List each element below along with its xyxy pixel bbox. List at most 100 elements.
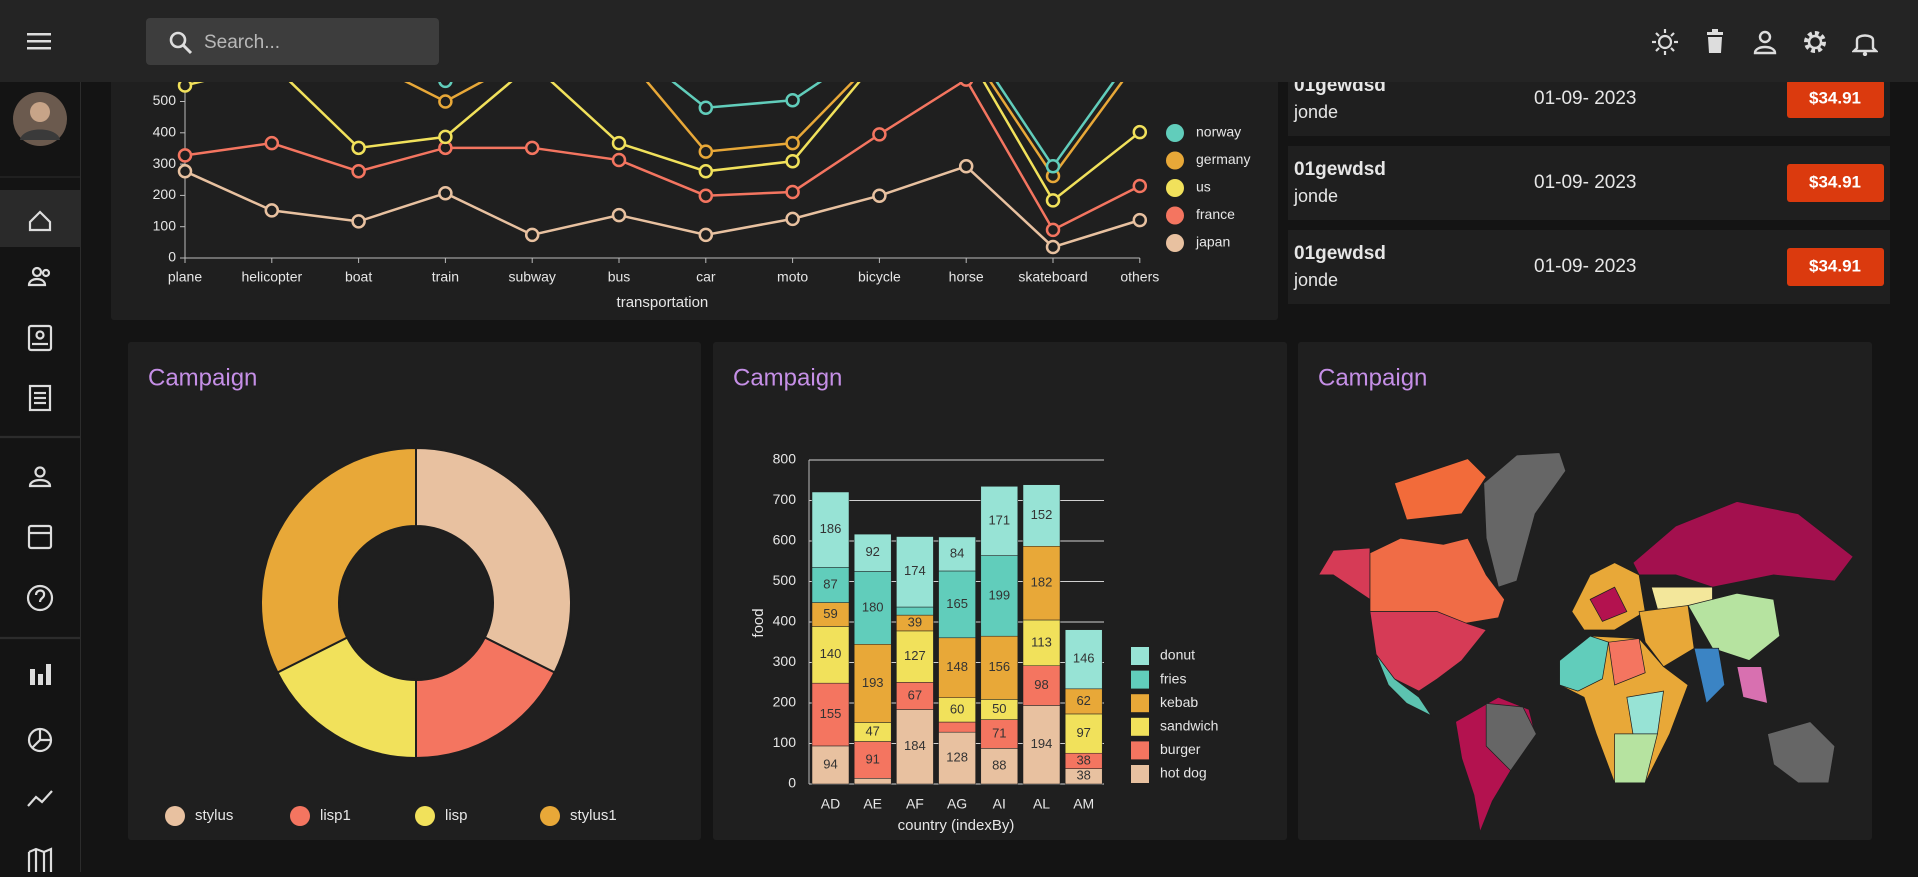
- nav-profile[interactable]: [28, 466, 52, 488]
- bar-segment: [1022, 484, 1061, 547]
- bar-value-label: 59: [823, 606, 837, 621]
- x-tick-label: horse: [949, 269, 984, 285]
- line-point: [1132, 124, 1148, 140]
- bar-value-label: 128: [946, 750, 968, 765]
- x-tick-label: AG: [947, 796, 967, 812]
- search-box[interactable]: Search...: [146, 18, 439, 65]
- panel-title: Campaign: [733, 364, 842, 391]
- legend-swatch: [1131, 647, 1149, 665]
- nav-contacts[interactable]: [27, 324, 53, 352]
- line-point: [698, 100, 714, 116]
- bar-segment: [1022, 619, 1061, 666]
- nav-home[interactable]: [28, 210, 52, 232]
- bar-value-label: 97: [1076, 725, 1090, 740]
- x-tick-label: train: [432, 269, 459, 285]
- line-point: [1045, 239, 1061, 255]
- notifications-button[interactable]: [1852, 28, 1878, 56]
- line-point: [264, 135, 280, 151]
- bar-value-label: 146: [1073, 651, 1095, 666]
- legend-label: lisp1: [320, 807, 351, 824]
- transaction-cost: $34.91: [1809, 88, 1861, 107]
- nav-pie-chart[interactable]: [27, 727, 53, 753]
- nav-invoices[interactable]: [28, 384, 52, 412]
- legend-swatch: [1131, 741, 1149, 760]
- nav-faq[interactable]: [26, 584, 54, 612]
- x-tick-label: bicycle: [858, 269, 901, 285]
- x-tick-label: AI: [993, 796, 1006, 812]
- panel-title: Campaign: [148, 364, 257, 391]
- x-tick-label: boat: [345, 269, 372, 285]
- y-tick-label: 400: [153, 124, 177, 140]
- bar-segment: [938, 536, 976, 572]
- x-tick-label: AM: [1073, 796, 1094, 812]
- line-series: [184, 77, 1141, 232]
- y-tick-label: 300: [153, 155, 177, 171]
- nav-calendar[interactable]: [27, 524, 53, 550]
- x-tick-label: plane: [168, 269, 202, 285]
- bar-value-label: 39: [908, 614, 922, 629]
- bar-segment: [1064, 713, 1103, 754]
- bar-value-label: 156: [988, 659, 1010, 674]
- pie-slice: [415, 446, 572, 674]
- line-point: [698, 164, 714, 179]
- y-tick-label: 400: [773, 613, 797, 629]
- line-point: [351, 140, 366, 156]
- x-axis-label: transportation: [617, 294, 709, 311]
- cost-badge[interactable]: [1787, 80, 1884, 118]
- nav-bar-chart[interactable]: [30, 664, 51, 685]
- legend-label: us: [1196, 179, 1211, 195]
- side-nav-icons: [0, 92, 80, 872]
- bar-segment: [896, 536, 934, 608]
- cost-badge[interactable]: [1787, 248, 1884, 286]
- legend-label: lisp: [445, 807, 468, 824]
- bar-segment: [853, 571, 892, 645]
- y-tick-label: 200: [773, 694, 797, 710]
- bar-segment: [1022, 665, 1061, 706]
- x-tick-label: bus: [608, 269, 631, 285]
- delete-button[interactable]: [1704, 29, 1728, 55]
- legend-swatch: [165, 806, 185, 826]
- y-tick-label: 500: [773, 572, 797, 588]
- legend-swatch: [1166, 179, 1184, 197]
- world-map: [1317, 452, 1854, 834]
- nav-line-chart[interactable]: [27, 790, 53, 807]
- bar-value-label: 113: [1031, 634, 1052, 649]
- bar-value-label: 67: [908, 687, 922, 702]
- line-point: [785, 184, 800, 200]
- search-icon: [169, 31, 193, 55]
- menu-button[interactable]: [27, 32, 53, 52]
- bar-value-label: 94: [823, 756, 837, 771]
- legend-swatch: [1131, 765, 1149, 783]
- bar-value-label: 62: [1076, 693, 1090, 708]
- profile-button[interactable]: [1752, 29, 1778, 55]
- line-point: [177, 148, 193, 163]
- line-point: [438, 185, 453, 201]
- nav-geography[interactable]: [27, 847, 53, 872]
- x-tick-label: AF: [906, 796, 924, 812]
- search-placeholder: Search...: [204, 32, 281, 53]
- line-point: [1132, 178, 1148, 194]
- settings-button[interactable]: [1801, 28, 1829, 56]
- bar-segment: [980, 748, 1019, 785]
- transaction-user: jonde: [1293, 186, 1338, 206]
- nav-home-active[interactable]: [0, 190, 80, 247]
- bar-segment: [938, 721, 976, 733]
- theme-toggle[interactable]: [1651, 28, 1679, 56]
- pie-slice: [415, 636, 556, 760]
- transaction-date: 01-09- 2023: [1534, 172, 1636, 193]
- nav-team[interactable]: [27, 266, 51, 287]
- legend-swatch: [1166, 151, 1184, 170]
- line-point: [611, 135, 627, 151]
- legend-swatch: [1131, 717, 1149, 736]
- transaction-user: jonde: [1293, 102, 1338, 122]
- legend-label: japan: [1195, 234, 1230, 250]
- cost-badge[interactable]: [1787, 164, 1884, 202]
- bar-segment: [980, 486, 1019, 556]
- legend-swatch: [1166, 206, 1184, 225]
- legend-label: donut: [1160, 647, 1195, 663]
- transaction-user: jonde: [1293, 270, 1338, 290]
- bar-value-label: 194: [1031, 736, 1053, 751]
- bar-segment: [1064, 629, 1103, 690]
- x-tick-label: AD: [821, 796, 840, 812]
- bar-value-label: 92: [865, 544, 879, 559]
